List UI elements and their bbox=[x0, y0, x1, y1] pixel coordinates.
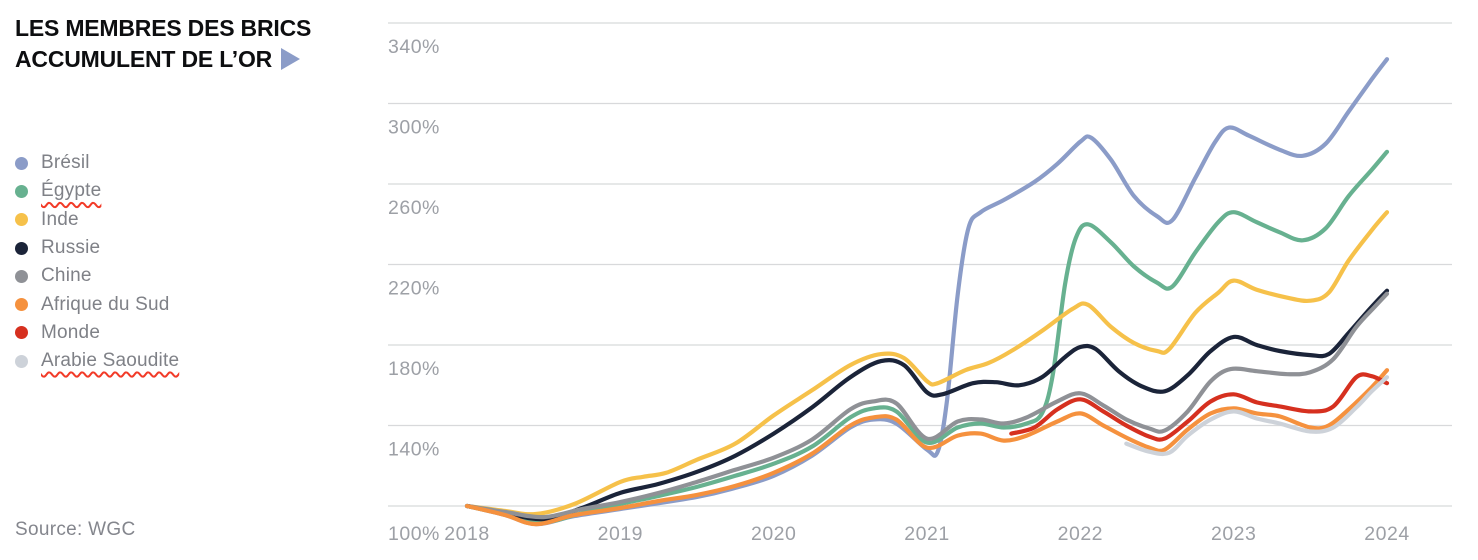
legend-label: Brésil bbox=[41, 152, 90, 174]
series-line-arabie-saoudite bbox=[1124, 375, 1390, 457]
source-label: Source: WGC bbox=[15, 519, 136, 540]
y-tick-label-300: 300% bbox=[388, 117, 440, 139]
y-tick-label-260: 260% bbox=[388, 197, 440, 219]
y-tick-label-140: 140% bbox=[388, 439, 440, 461]
legend-label: Chine bbox=[41, 265, 92, 287]
play-triangle-icon bbox=[281, 48, 301, 70]
y-tick-label-220: 220% bbox=[388, 278, 440, 300]
legend-dot-icon bbox=[15, 213, 28, 227]
series-line-chine bbox=[464, 291, 1390, 520]
legend-item-egypte: Égypte bbox=[15, 177, 179, 205]
x-tick-label-2024: 2024 bbox=[1364, 523, 1409, 545]
title-line-2: ACCUMULENT DE L’OR bbox=[15, 46, 273, 72]
x-tick-label-2022: 2022 bbox=[1058, 523, 1103, 545]
legend-dot-icon bbox=[15, 298, 28, 312]
series-line-egypte bbox=[464, 149, 1390, 525]
x-tick-label-2019: 2019 bbox=[598, 523, 643, 545]
legend-dot-icon bbox=[15, 326, 28, 340]
legend-dot-icon bbox=[15, 156, 28, 170]
legend-item-afrique-du-sud: Afrique du Sud bbox=[15, 290, 179, 318]
legend-label: Égypte bbox=[41, 180, 102, 202]
legend-item-bresil: Brésil bbox=[15, 149, 179, 177]
title-line-1: LES MEMBRES DES BRICS bbox=[15, 15, 312, 41]
x-tick-label-2020: 2020 bbox=[751, 523, 796, 545]
x-tick-label-2018: 2018 bbox=[444, 523, 489, 545]
series-line-bresil bbox=[464, 57, 1390, 527]
legend-dot-icon bbox=[15, 241, 28, 255]
legend-dot-icon bbox=[15, 269, 28, 283]
series-line-monde bbox=[1009, 372, 1390, 442]
legend-item-monde: Monde bbox=[15, 319, 179, 347]
page-title: LES MEMBRES DES BRICS ACCUMULENT DE L’OR bbox=[15, 13, 311, 75]
legend-label: Arabie Saoudite bbox=[41, 350, 180, 372]
series-line-afrique-du-sud bbox=[464, 368, 1390, 527]
x-tick-label-2023: 2023 bbox=[1211, 523, 1256, 545]
legend-item-arabie-saoudite: Arabie Saoudite bbox=[15, 347, 179, 375]
legend-item-russie: Russie bbox=[15, 234, 179, 262]
legend: Brésil Égypte Inde Russie Chine Afrique du Su… bbox=[15, 149, 179, 375]
y-tick-label-340: 340% bbox=[388, 36, 440, 58]
y-tick-label-180: 180% bbox=[388, 358, 440, 380]
legend-item-inde: Inde bbox=[15, 206, 179, 234]
series-line-russie bbox=[464, 288, 1390, 522]
legend-item-chine: Chine bbox=[15, 262, 179, 290]
legend-label: Monde bbox=[41, 321, 101, 343]
legend-dot-icon bbox=[15, 354, 28, 368]
legend-label: Afrique du Sud bbox=[41, 293, 170, 315]
x-tick-label-2021: 2021 bbox=[904, 523, 949, 545]
legend-label: Russie bbox=[41, 237, 101, 259]
legend-label: Inde bbox=[41, 208, 79, 230]
series-line-inde bbox=[464, 210, 1390, 517]
y-tick-label-100: 100% bbox=[388, 523, 440, 545]
legend-dot-icon bbox=[15, 184, 28, 198]
